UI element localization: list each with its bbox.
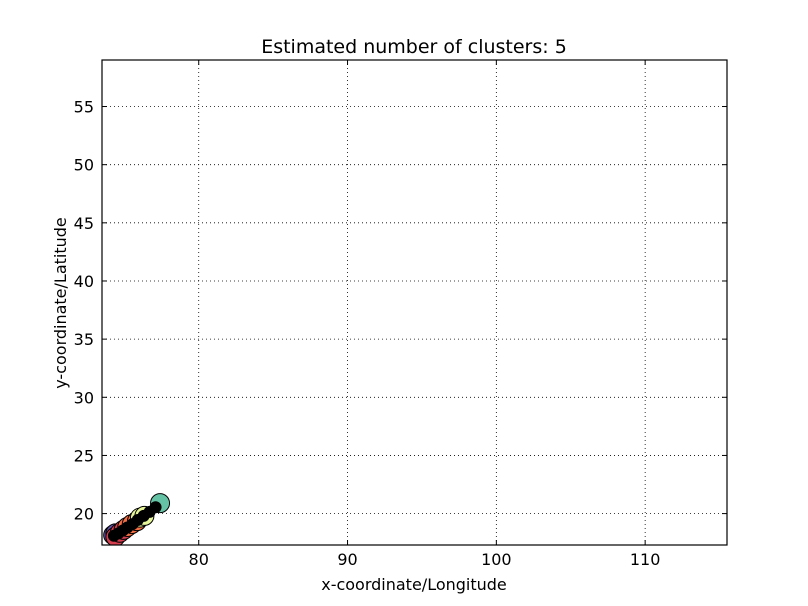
- x-tick-label: 90: [337, 550, 357, 569]
- y-axis-label: y-coordinate/Latitude: [51, 217, 70, 389]
- chart-title: Estimated number of clusters: 5: [261, 36, 567, 58]
- y-tick-label: 40: [74, 272, 94, 291]
- y-tick-label: 35: [74, 330, 94, 349]
- y-tick-label: 45: [74, 214, 94, 233]
- grid: [102, 60, 727, 545]
- y-tick-label: 55: [74, 98, 94, 117]
- ticks: 80 90 100 110 20 25 30 35 40 45 50 55: [74, 60, 727, 569]
- x-tick-label: 110: [630, 550, 661, 569]
- x-axis-label: x-coordinate/Longitude: [321, 575, 507, 594]
- plot-area: [103, 493, 171, 545]
- core-point: [149, 501, 162, 514]
- y-tick-label: 50: [74, 156, 94, 175]
- y-tick-label: 30: [74, 388, 94, 407]
- axes-frame: [101, 59, 728, 546]
- x-tick-label: 80: [189, 550, 209, 569]
- data-points: [103, 493, 171, 545]
- y-tick-label: 25: [74, 446, 94, 465]
- x-tick-label: 100: [481, 550, 512, 569]
- y-tick-label: 20: [74, 505, 94, 524]
